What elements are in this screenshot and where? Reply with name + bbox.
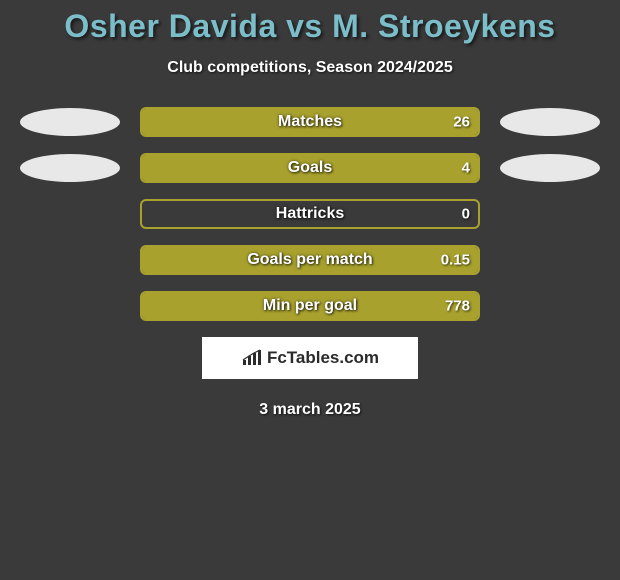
brand-bars-icon <box>241 349 263 367</box>
date-label: 3 march 2025 <box>0 401 620 419</box>
stat-row: Min per goal 778 <box>0 291 620 321</box>
stat-value: 778 <box>445 298 470 315</box>
comparison-infographic: Osher Davida vs M. Stroeykens Club compe… <box>0 0 620 419</box>
stat-label: Min per goal <box>263 297 357 315</box>
left-ellipse <box>20 108 120 136</box>
page-title: Osher Davida vs M. Stroeykens <box>0 8 620 45</box>
stat-label: Goals <box>288 159 332 177</box>
stat-row: Goals 4 <box>0 153 620 183</box>
left-ellipse <box>20 154 120 182</box>
stat-value: 0.15 <box>441 252 470 269</box>
stat-bar: Goals per match 0.15 <box>140 245 480 275</box>
stat-row: Matches 26 <box>0 107 620 137</box>
right-ellipse <box>500 154 600 182</box>
stat-value: 26 <box>453 114 470 131</box>
stat-label: Hattricks <box>276 205 344 223</box>
brand-text: FcTables.com <box>267 348 379 368</box>
stat-bar: Min per goal 778 <box>140 291 480 321</box>
stat-label: Matches <box>278 113 342 131</box>
page-subtitle: Club competitions, Season 2024/2025 <box>0 59 620 77</box>
right-ellipse <box>500 108 600 136</box>
stat-rows: Matches 26 Goals 4 Hattricks 0 Goals per match… <box>0 107 620 321</box>
stat-value: 0 <box>462 206 470 223</box>
stat-label: Goals per match <box>247 251 372 269</box>
stat-row: Goals per match 0.15 <box>0 245 620 275</box>
stat-row: Hattricks 0 <box>0 199 620 229</box>
stat-bar: Goals 4 <box>140 153 480 183</box>
stat-bar: Matches 26 <box>140 107 480 137</box>
brand-box: FcTables.com <box>202 337 418 379</box>
stat-bar: Hattricks 0 <box>140 199 480 229</box>
stat-value: 4 <box>462 160 470 177</box>
